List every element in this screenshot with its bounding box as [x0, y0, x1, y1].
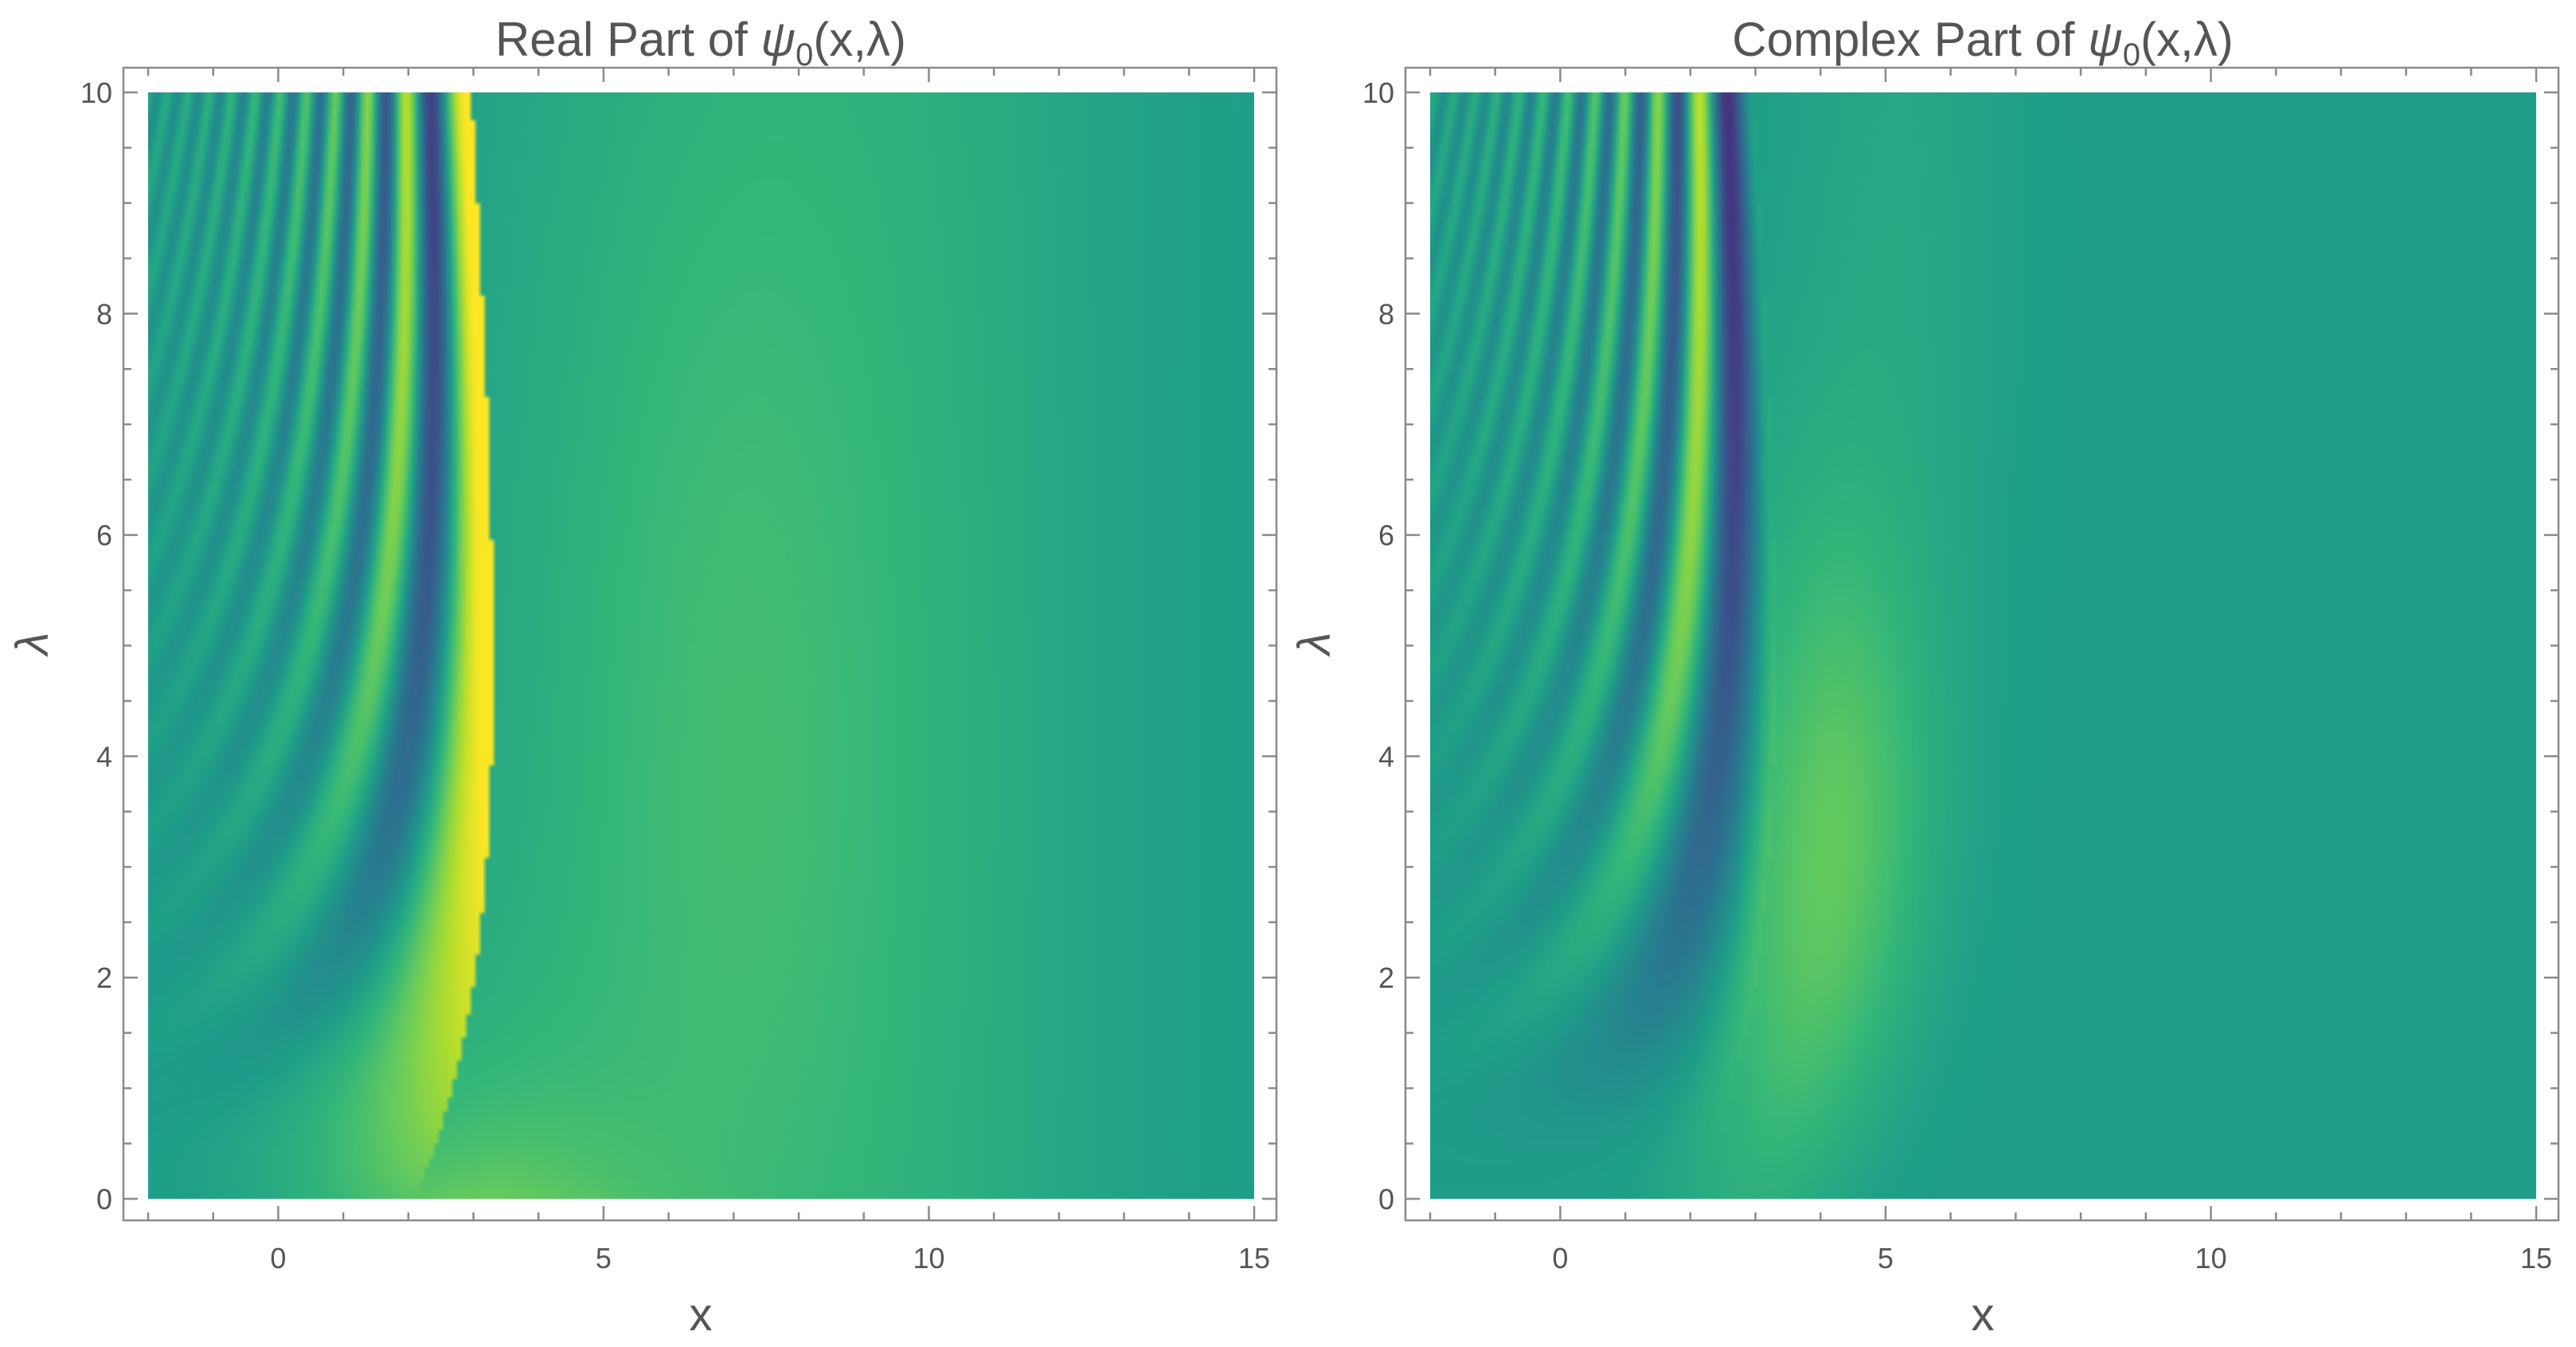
- x-ticks: 0 5 10 15: [1429, 68, 2552, 1275]
- y-tick-label: 6: [1378, 519, 1394, 552]
- x-tick-label: 0: [270, 1242, 286, 1275]
- chart-panel-real: Real Part of ψ0(x,λ) 0 5 10 15 0 2 4 6 8 10 x λ: [6, 13, 1278, 1341]
- x-tick-label: 10: [2195, 1242, 2226, 1275]
- x-ticks: 0 5 10 15: [147, 68, 1270, 1275]
- x-tick-label: 10: [913, 1242, 944, 1275]
- chart-svg-real: Real Part of ψ0(x,λ) 0 5 10 15 0 2 4 6 8 10 x λ: [6, 13, 1278, 1341]
- y-ticks: 0 2 4 6 8 10: [1362, 76, 2558, 1216]
- x-tick-label: 15: [1238, 1242, 1270, 1275]
- y-tick-label: 4: [1378, 740, 1394, 773]
- y-axis-label: λ: [1288, 632, 1340, 658]
- y-ticks: 0 2 4 6 8 10: [80, 76, 1276, 1216]
- plot-frame: [1404, 66, 2560, 1222]
- heatmap-image: [1430, 92, 2536, 1199]
- heatmap-image: [148, 92, 1254, 1199]
- chart-panel-imag: Complex Part of ψ0(x,λ) 0 5 10 15 0 2 4 6 8 10 x…: [1282, 0, 2570, 1347]
- y-tick-label: 4: [96, 740, 112, 773]
- y-tick-label: 8: [1378, 298, 1394, 331]
- x-tick-label: 0: [1552, 1242, 1568, 1275]
- chart-svg-imag: Complex Part of ψ0(x,λ) 0 5 10 15 0 2 4 6 8 10 x…: [1288, 13, 2560, 1341]
- x-axis-label: x: [690, 1289, 713, 1341]
- chart-title: Real Part of ψ0(x,λ): [495, 13, 906, 72]
- y-tick-label: 2: [1378, 961, 1394, 994]
- y-tick-label: 2: [96, 961, 112, 994]
- x-tick-label: 5: [596, 1242, 612, 1275]
- y-tick-label: 8: [96, 298, 112, 331]
- x-tick-label: 5: [1878, 1242, 1894, 1275]
- x-tick-label: 15: [2520, 1242, 2552, 1275]
- x-axis-label: x: [1972, 1289, 1995, 1341]
- y-tick-label: 0: [1378, 1183, 1394, 1216]
- plot-frame: [122, 66, 1278, 1222]
- y-tick-label: 0: [96, 1183, 112, 1216]
- y-tick-label: 10: [80, 76, 112, 109]
- chart-title: Complex Part of ψ0(x,λ): [1732, 13, 2233, 72]
- y-tick-label: 6: [96, 519, 112, 552]
- y-tick-label: 10: [1362, 76, 1394, 109]
- y-axis-label: λ: [6, 632, 58, 658]
